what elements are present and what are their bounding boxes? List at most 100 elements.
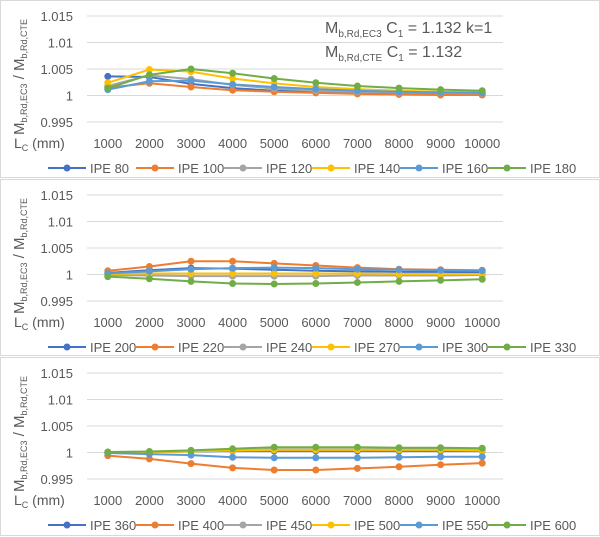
data-point bbox=[187, 446, 195, 454]
series-line bbox=[107, 79, 483, 94]
data-point bbox=[104, 72, 112, 80]
data-point bbox=[437, 453, 445, 461]
x-tick-label: 5000 bbox=[260, 493, 289, 508]
x-tick-label: 2000 bbox=[135, 315, 164, 330]
x-tick-label: 6000 bbox=[301, 315, 330, 330]
data-point bbox=[353, 454, 361, 462]
data-point bbox=[270, 280, 278, 288]
data-point bbox=[478, 275, 486, 283]
data-point bbox=[145, 275, 153, 283]
data-point bbox=[104, 79, 112, 87]
tspan: = 1.132 k=1 bbox=[403, 20, 492, 37]
data-point bbox=[478, 87, 486, 95]
legend-marker bbox=[503, 521, 511, 529]
data-point bbox=[187, 83, 195, 91]
legend-marker bbox=[239, 164, 247, 172]
series-line bbox=[107, 452, 483, 459]
x-tick-label: 10000 bbox=[464, 315, 500, 330]
legend-label: IPE 360 bbox=[90, 518, 136, 533]
x-tick-label: 1000 bbox=[93, 315, 122, 330]
y-axis-label: Mb,Rd,EC3 / Mb,Rd,CTE bbox=[11, 198, 29, 314]
tspan: (mm) bbox=[28, 314, 65, 330]
data-point bbox=[104, 448, 112, 456]
data-point bbox=[270, 264, 278, 272]
legend-marker bbox=[503, 343, 511, 351]
y-tick-label: 1.015 bbox=[40, 366, 73, 381]
tspan: b,Rd,CTE bbox=[338, 53, 382, 64]
x-tick-label: 10000 bbox=[464, 136, 500, 151]
data-point bbox=[270, 443, 278, 451]
x-tick-label: 4000 bbox=[218, 136, 247, 151]
series-line bbox=[107, 82, 483, 96]
data-point bbox=[187, 277, 195, 285]
tspan: M bbox=[11, 123, 28, 136]
data-point bbox=[437, 444, 445, 452]
data-point bbox=[270, 83, 278, 91]
x-tick-label: 9000 bbox=[426, 136, 455, 151]
data-point bbox=[270, 466, 278, 474]
legend-marker bbox=[63, 164, 71, 172]
series-line bbox=[107, 275, 483, 286]
x-tick-label: 5000 bbox=[260, 136, 289, 151]
series-ipe-550 bbox=[104, 449, 486, 462]
legend-marker bbox=[327, 343, 335, 351]
x-tick-label: 4000 bbox=[218, 493, 247, 508]
x-tick-label: 1000 bbox=[93, 493, 122, 508]
legend-item: IPE 80 bbox=[48, 161, 129, 176]
x-axis-label: LC (mm) bbox=[14, 135, 65, 153]
data-point bbox=[229, 69, 237, 77]
data-point bbox=[353, 278, 361, 286]
data-point bbox=[312, 264, 320, 272]
y-tick-label: 1.01 bbox=[48, 215, 73, 230]
x-tick-label: 2000 bbox=[135, 493, 164, 508]
data-point bbox=[187, 265, 195, 273]
legend-label: IPE 500 bbox=[354, 518, 400, 533]
chart-panel-2: 0.995 1 1.005 1.01 1.015 1000 2000 3000 4000 5000… bbox=[0, 179, 600, 356]
data-point bbox=[145, 66, 153, 74]
data-point bbox=[353, 443, 361, 451]
x-axis-label: LC (mm) bbox=[14, 492, 65, 510]
x-tick-label: 6000 bbox=[301, 493, 330, 508]
legend-label: IPE 180 bbox=[530, 161, 576, 176]
tspan: / bbox=[11, 250, 28, 263]
tspan: C bbox=[22, 322, 29, 332]
data-point bbox=[145, 77, 153, 85]
data-point bbox=[312, 85, 320, 93]
x-tick-label: 8000 bbox=[385, 315, 414, 330]
legend-label: IPE 600 bbox=[530, 518, 576, 533]
y-tick-label: 0.995 bbox=[40, 115, 73, 130]
legend-label: IPE 220 bbox=[178, 340, 224, 355]
data-point bbox=[229, 269, 237, 277]
legend-marker bbox=[239, 343, 247, 351]
legend-marker bbox=[63, 343, 71, 351]
data-point bbox=[312, 280, 320, 288]
legend-marker bbox=[327, 164, 335, 172]
legend-label: IPE 240 bbox=[266, 340, 312, 355]
tspan: M bbox=[11, 58, 28, 71]
legend-marker bbox=[151, 521, 159, 529]
series-ipe-300 bbox=[104, 264, 486, 277]
tspan: M bbox=[325, 20, 338, 37]
legend-label: IPE 270 bbox=[354, 340, 400, 355]
legend-item: IPE 300 bbox=[400, 340, 488, 355]
legend-item: IPE 100 bbox=[136, 161, 224, 176]
tspan: M bbox=[11, 302, 28, 315]
data-point bbox=[229, 257, 237, 265]
data-point bbox=[312, 466, 320, 474]
data-point bbox=[229, 264, 237, 272]
tspan: b,Rd,EC3 bbox=[19, 83, 29, 122]
tspan: C bbox=[22, 500, 29, 510]
legend-item: IPE 270 bbox=[312, 340, 400, 355]
data-point bbox=[478, 267, 486, 275]
x-tick-label: 1000 bbox=[93, 136, 122, 151]
series-line bbox=[107, 274, 483, 278]
data-point bbox=[353, 464, 361, 472]
legend-label: IPE 120 bbox=[266, 161, 312, 176]
x-tick-label: 5000 bbox=[260, 315, 289, 330]
tspan: M bbox=[325, 44, 338, 61]
legend-item: IPE 240 bbox=[224, 340, 312, 355]
tspan: C bbox=[386, 20, 398, 37]
tspan: 1 bbox=[398, 29, 404, 40]
tspan: (mm) bbox=[28, 135, 65, 151]
data-point bbox=[395, 277, 403, 285]
